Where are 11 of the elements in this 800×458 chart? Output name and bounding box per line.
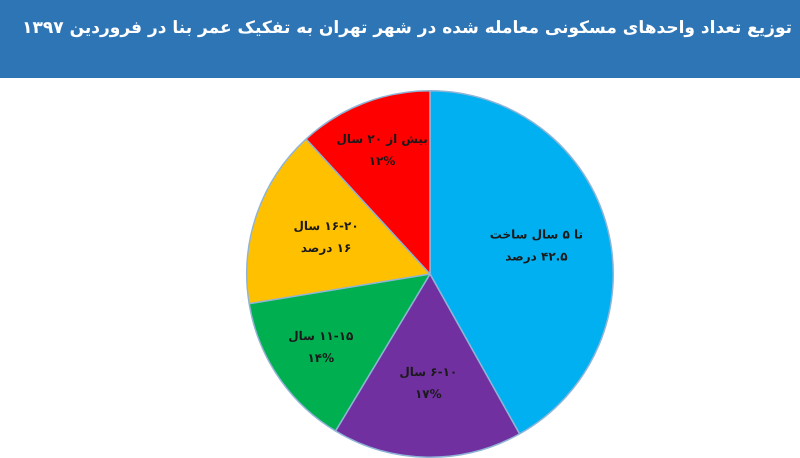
data-label: ۴۲.۵ درصد — [505, 249, 568, 264]
data-label: ۱۷% — [414, 387, 442, 402]
chart-title: توزیع تعداد واحدهای مسکونی معامله شده در شهر تهران به تفکیک عمر بنا در فروردین ۱۳۹۷ — [0, 0, 800, 78]
slice-label: بیش از ۲۰ سال — [336, 132, 428, 146]
data-label: ۱۲% — [368, 154, 396, 168]
slice-label: ۶-۱۰ سال — [399, 365, 458, 380]
slice-label: تا ۵ سال ساخت — [490, 227, 584, 242]
slice-label: ۱۱-۱۵ سال — [288, 329, 354, 344]
data-label: ۱۴% — [307, 351, 334, 366]
data-label: ۱۶ درصد — [300, 241, 352, 256]
slice-label: ۱۶-۲۰ سال — [293, 219, 359, 234]
